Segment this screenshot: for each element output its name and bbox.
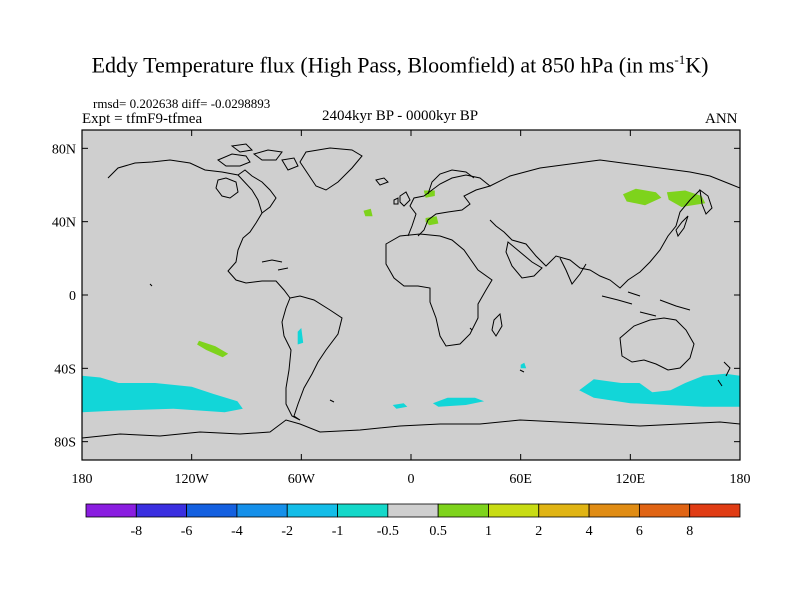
y-tick-label-3: 40S — [54, 362, 76, 377]
coastline-india — [559, 257, 587, 285]
coastline-iceland — [375, 177, 389, 186]
flux-regions — [82, 188, 740, 413]
colorbar-label-0: -8 — [130, 524, 142, 539]
colorbar-box-10 — [588, 503, 640, 518]
flux-region-5 — [520, 362, 527, 369]
colorbar-label-6: 0.5 — [429, 524, 447, 539]
coastline-greenland — [299, 147, 363, 191]
flux-region-3 — [392, 403, 408, 409]
coastline-asia — [489, 159, 740, 289]
flux-region-6 — [197, 340, 229, 358]
colorbar-label-9: 4 — [586, 524, 593, 539]
coastlines — [82, 143, 740, 439]
coastline-hudson-bay — [215, 177, 239, 199]
period-label: 2404kyr BP - 0000kyr BP — [322, 108, 479, 124]
colorbar-box-3 — [236, 503, 288, 518]
x-tick-label-6: 180 — [730, 472, 751, 487]
colorbar-label-2: -4 — [231, 524, 243, 539]
colorbar-label-5: -0.5 — [377, 524, 399, 539]
title-superscript: -1 — [674, 52, 686, 67]
colorbar-label-7: 1 — [485, 524, 492, 539]
experiment-label: Expt = tfmF9-tfmea — [82, 111, 203, 127]
y-tick-label-2: 0 — [69, 289, 76, 304]
coastline-uk — [393, 191, 411, 207]
x-tick-label-5: 120E — [616, 472, 646, 487]
coastline-antarctica — [82, 419, 740, 439]
chart-title: Eddy Temperature flux (High Pass, Bloomf… — [0, 52, 800, 78]
flux-region-7 — [623, 188, 662, 206]
colorbar-box-8 — [488, 503, 540, 518]
x-tick-label-3: 0 — [408, 472, 415, 487]
coastline-japan — [675, 215, 689, 238]
flux-region-1 — [579, 373, 740, 407]
flux-region-10 — [363, 208, 373, 217]
colorbar-label-8: 2 — [535, 524, 542, 539]
season-label: ANN — [705, 111, 738, 127]
colorbar-label-1: -6 — [181, 524, 193, 539]
colorbar-box-9 — [538, 503, 590, 518]
coastline-kamchatka — [699, 188, 713, 215]
title-end: K) — [685, 52, 709, 78]
coastline-canada-east — [237, 169, 277, 214]
y-tick-label-4: 80S — [54, 436, 76, 451]
colorbar-box-0 — [85, 503, 137, 518]
coastline-south-america — [281, 295, 343, 421]
coastline-madagascar — [491, 312, 503, 337]
stats-text: rmsd= 0.202638 diff= -0.0298893 — [93, 96, 271, 111]
title-main: Eddy Temperature flux (High Pass, Bloomf… — [91, 52, 675, 78]
flux-region-4 — [297, 328, 304, 345]
colorbar-label-10: 6 — [636, 524, 643, 539]
flux-region-9 — [425, 216, 439, 226]
colorbar-box-11 — [638, 503, 691, 518]
colorbar-box-5 — [337, 503, 389, 518]
coastline-north-america — [107, 159, 291, 299]
colorbar-box-7 — [437, 503, 489, 518]
coastline-caribbean — [261, 259, 289, 271]
colorbar-box-1 — [135, 503, 188, 518]
x-tick-label-0: 180 — [72, 472, 93, 487]
colorbar-label-11: 8 — [686, 524, 693, 539]
colorbar-label-4: -1 — [332, 524, 344, 539]
colorbar-box-12 — [689, 503, 741, 518]
coastline-new-zealand — [717, 361, 731, 387]
flux-region-2 — [432, 397, 485, 407]
coastline-scandinavia — [427, 169, 475, 195]
y-tick-label-0: 80N — [52, 142, 76, 157]
coastline-australia — [619, 317, 695, 371]
coastline-europe — [407, 174, 492, 237]
colorbar-box-4 — [286, 503, 338, 518]
coastline-small-islands — [149, 283, 525, 403]
map-background — [82, 130, 740, 460]
x-tick-label-4: 60E — [509, 472, 532, 487]
colorbar-box-6 — [387, 503, 439, 518]
map-axes: 180 120W 60W 0 60E 120E 180 80N 40N 0 40S 80S — [52, 130, 751, 487]
flux-region-0 — [82, 375, 243, 413]
colorbar-box-2 — [186, 503, 238, 518]
coastline-arabia — [505, 241, 543, 279]
flux-region-11 — [423, 190, 435, 198]
x-tick-label-1: 120W — [175, 472, 210, 487]
colorbar: -8 -6 -4 -2 -1 -0.5 0.5 1 2 4 6 8 — [85, 503, 741, 539]
coastline-africa — [385, 233, 493, 347]
y-tick-label-1: 40N — [52, 216, 76, 231]
x-tick-label-2: 60W — [288, 472, 316, 487]
coastline-indonesia — [601, 291, 691, 317]
colorbar-label-3: -2 — [281, 524, 293, 539]
coastline-arctic-islands — [217, 143, 299, 171]
